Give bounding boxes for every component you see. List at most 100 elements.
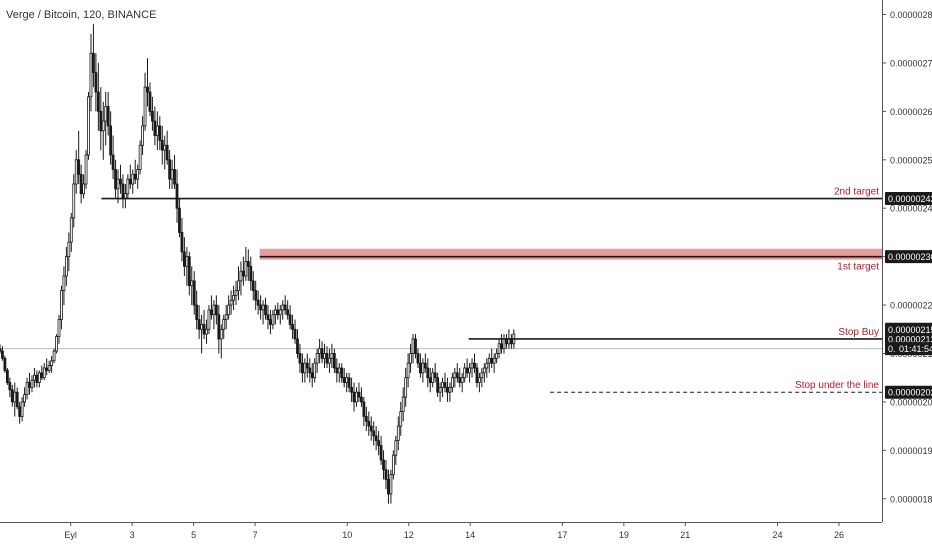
candle-body xyxy=(64,256,68,277)
candle-body xyxy=(141,125,144,146)
candle-body xyxy=(300,362,304,374)
x-tick-label: 7 xyxy=(253,530,258,540)
candle-body xyxy=(313,362,317,379)
candle-body xyxy=(143,86,147,127)
candle-body xyxy=(13,391,17,403)
candle-body xyxy=(325,353,329,364)
candle-body xyxy=(396,425,400,442)
candle-body xyxy=(455,372,459,379)
candle-body xyxy=(18,406,22,417)
candle-body xyxy=(173,169,176,185)
current-price-tag xyxy=(885,342,932,356)
candle-body xyxy=(283,304,287,311)
candle-body xyxy=(332,353,336,369)
candle-body xyxy=(146,86,149,93)
candle-body xyxy=(111,154,115,170)
candle-body xyxy=(345,377,349,383)
candle-body xyxy=(222,319,226,330)
price-level-tag-label: 0.00000230 xyxy=(888,252,932,262)
candle-body xyxy=(374,435,378,442)
candle-body xyxy=(337,367,341,374)
candle-body xyxy=(276,309,280,316)
candle-body xyxy=(478,377,481,383)
candle-body xyxy=(264,304,267,316)
candle-body xyxy=(318,348,322,354)
candle-body xyxy=(168,159,172,180)
candle-body xyxy=(450,377,454,388)
candle-body xyxy=(379,445,383,461)
candle-body xyxy=(151,110,154,122)
candle-body xyxy=(52,350,56,362)
price-level-name: 1st target xyxy=(837,262,879,273)
candle-body xyxy=(0,348,2,352)
candle-body xyxy=(92,52,95,74)
candle-body xyxy=(23,394,26,403)
candle-body xyxy=(296,338,299,354)
candle-body xyxy=(259,304,263,311)
candle-body xyxy=(121,183,125,199)
candle-body xyxy=(214,304,218,316)
candle-body xyxy=(40,372,44,379)
candle-body xyxy=(187,256,191,287)
candle-body xyxy=(25,382,29,396)
candle-body xyxy=(286,309,290,316)
candle-body xyxy=(205,328,208,335)
candle-body xyxy=(490,357,494,364)
candle-body xyxy=(281,304,285,311)
candle-body xyxy=(369,425,373,432)
candle-body xyxy=(391,454,395,475)
candle-body xyxy=(460,377,464,383)
candle-body xyxy=(288,314,292,325)
candle-body xyxy=(219,328,223,340)
candle-body xyxy=(463,367,467,379)
candle-body xyxy=(433,372,437,379)
candle-body xyxy=(443,382,447,388)
candle-body xyxy=(3,357,7,371)
price-level-tag-label: 0.00000213 xyxy=(888,334,932,344)
candle-body xyxy=(384,469,388,480)
countdown-timer: 01:41:54 xyxy=(899,344,932,354)
candle-body xyxy=(266,314,270,320)
candle-body xyxy=(195,304,199,320)
candle-body xyxy=(404,377,408,398)
candle-body xyxy=(5,370,9,383)
x-tick-label: 5 xyxy=(191,530,196,540)
candle-body xyxy=(30,379,34,388)
time-axis[interactable]: Eyl 3 5 7 10 12 14 17 19 21 24 26 xyxy=(0,522,882,540)
candle-body xyxy=(377,440,381,446)
candle-body xyxy=(480,372,484,379)
candle-body xyxy=(170,169,174,180)
candle-body xyxy=(421,362,425,374)
candle-body xyxy=(320,348,324,359)
candle-body xyxy=(15,391,19,408)
candle-body xyxy=(426,367,430,379)
candle-body xyxy=(350,386,353,393)
candle-body xyxy=(47,365,51,371)
candle-body xyxy=(74,159,78,185)
candle-body xyxy=(33,374,36,381)
price-axis[interactable]: 0.000001800.000001900.000002000.00000210… xyxy=(882,0,932,522)
candle-body xyxy=(394,440,398,456)
candle-body xyxy=(119,178,122,185)
candle-body xyxy=(419,362,422,374)
candle-body xyxy=(347,377,351,388)
price-level-tag-label: 0.00000242 xyxy=(888,194,932,204)
candle-body xyxy=(158,125,162,141)
candle-body xyxy=(72,183,76,219)
candle-body xyxy=(448,386,452,393)
x-tick-label: 3 xyxy=(130,530,135,540)
candle-body xyxy=(249,265,253,282)
candle-body xyxy=(315,353,319,364)
candle-body xyxy=(227,304,231,316)
candle-body xyxy=(323,353,326,359)
candle-body xyxy=(182,251,186,267)
candle-body xyxy=(256,299,260,306)
candle-body xyxy=(62,275,66,291)
candle-body xyxy=(269,319,272,325)
candle-body xyxy=(468,367,471,374)
candle-body xyxy=(67,241,71,258)
candle-body xyxy=(303,362,307,374)
candle-body xyxy=(131,173,135,185)
